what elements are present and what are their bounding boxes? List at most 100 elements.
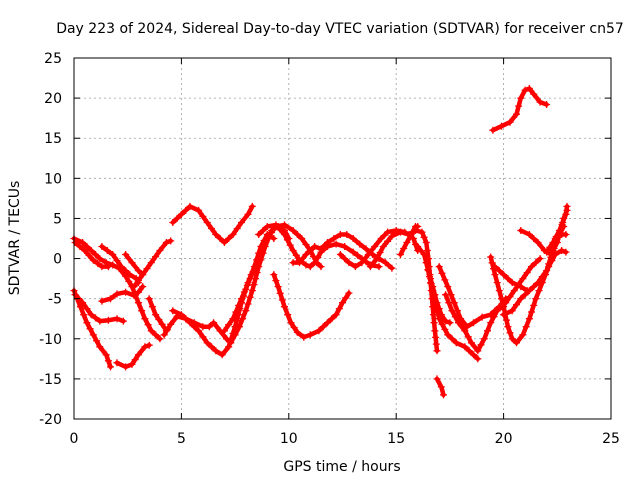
data-point bbox=[218, 351, 226, 359]
data-point bbox=[138, 307, 146, 315]
data-point bbox=[495, 287, 503, 295]
data-point bbox=[546, 243, 554, 251]
data-point bbox=[493, 279, 501, 287]
data-point bbox=[208, 225, 215, 232]
data-point bbox=[252, 261, 260, 269]
data-point bbox=[373, 255, 381, 263]
data-point bbox=[225, 235, 233, 242]
data-point bbox=[199, 212, 207, 220]
data-point bbox=[504, 323, 512, 331]
data-point bbox=[534, 239, 542, 246]
data-point bbox=[351, 263, 359, 271]
data-point bbox=[464, 333, 472, 341]
data-point bbox=[281, 231, 288, 238]
data-point bbox=[461, 327, 469, 335]
data-point bbox=[324, 319, 331, 327]
data-point bbox=[131, 356, 139, 364]
data-point bbox=[167, 320, 175, 328]
data-point bbox=[506, 293, 514, 301]
series-line bbox=[490, 86, 549, 133]
data-point bbox=[152, 331, 160, 339]
data-point bbox=[349, 248, 357, 256]
data-point bbox=[231, 323, 239, 331]
series-line bbox=[271, 272, 352, 340]
data-point bbox=[102, 351, 110, 359]
data-point bbox=[500, 303, 508, 311]
data-point bbox=[255, 231, 263, 238]
data-point bbox=[431, 327, 439, 335]
data-point bbox=[432, 301, 440, 309]
series-track-12 bbox=[169, 202, 256, 246]
data-point bbox=[530, 283, 538, 291]
data-point bbox=[141, 315, 149, 323]
data-point bbox=[442, 317, 450, 325]
y-tick-label: 10 bbox=[44, 171, 62, 187]
series-track-16 bbox=[270, 271, 353, 341]
data-point bbox=[342, 294, 350, 302]
data-point bbox=[71, 239, 79, 246]
data-point bbox=[249, 268, 257, 276]
x-tick-label: 20 bbox=[495, 431, 513, 447]
data-point bbox=[536, 98, 544, 106]
data-point bbox=[80, 311, 88, 319]
data-point bbox=[85, 251, 93, 259]
data-point bbox=[504, 275, 512, 283]
data-point bbox=[382, 259, 389, 267]
data-point bbox=[283, 236, 291, 244]
data-point bbox=[306, 247, 314, 254]
data-point bbox=[160, 331, 168, 339]
data-point bbox=[336, 251, 344, 258]
data-point bbox=[103, 247, 111, 254]
data-point bbox=[289, 227, 297, 234]
data-point bbox=[109, 251, 117, 258]
data-point bbox=[212, 231, 220, 238]
data-point bbox=[79, 239, 87, 246]
series-track-20 bbox=[397, 223, 422, 258]
data-point bbox=[559, 219, 567, 226]
data-point bbox=[274, 283, 282, 291]
data-point bbox=[96, 317, 104, 325]
data-point bbox=[477, 341, 485, 349]
data-point bbox=[104, 357, 112, 365]
data-point bbox=[278, 296, 286, 304]
series-line bbox=[131, 238, 173, 289]
data-point bbox=[488, 259, 496, 267]
data-point bbox=[444, 283, 452, 291]
data-point bbox=[423, 247, 431, 254]
data-point bbox=[345, 289, 353, 297]
data-point bbox=[302, 261, 310, 269]
data-point bbox=[126, 271, 134, 279]
data-point bbox=[147, 327, 155, 335]
data-point bbox=[195, 206, 203, 214]
x-tick-label: 15 bbox=[387, 431, 405, 447]
data-point bbox=[290, 324, 298, 331]
data-point bbox=[71, 291, 79, 299]
data-point bbox=[272, 277, 280, 285]
data-point bbox=[227, 336, 235, 344]
data-point bbox=[438, 269, 446, 277]
y-tick-label: -5 bbox=[48, 292, 62, 308]
data-point bbox=[433, 347, 441, 355]
data-point bbox=[445, 299, 453, 307]
data-point bbox=[332, 311, 340, 319]
data-point bbox=[225, 343, 233, 351]
data-point bbox=[243, 281, 251, 289]
data-point bbox=[229, 315, 237, 323]
data-point bbox=[422, 239, 430, 246]
data-point bbox=[324, 239, 331, 246]
data-point bbox=[341, 243, 349, 250]
data-point bbox=[298, 235, 306, 242]
data-point bbox=[422, 259, 430, 267]
data-point bbox=[547, 251, 555, 258]
data-point bbox=[246, 293, 254, 301]
data-point bbox=[543, 267, 551, 275]
data-point bbox=[263, 235, 271, 242]
data-point bbox=[125, 277, 133, 285]
data-point bbox=[543, 248, 551, 256]
data-point bbox=[480, 335, 488, 343]
data-point bbox=[156, 335, 164, 343]
data-point bbox=[441, 276, 449, 284]
data-point bbox=[498, 295, 505, 303]
x-tick-label: 0 bbox=[70, 431, 79, 447]
